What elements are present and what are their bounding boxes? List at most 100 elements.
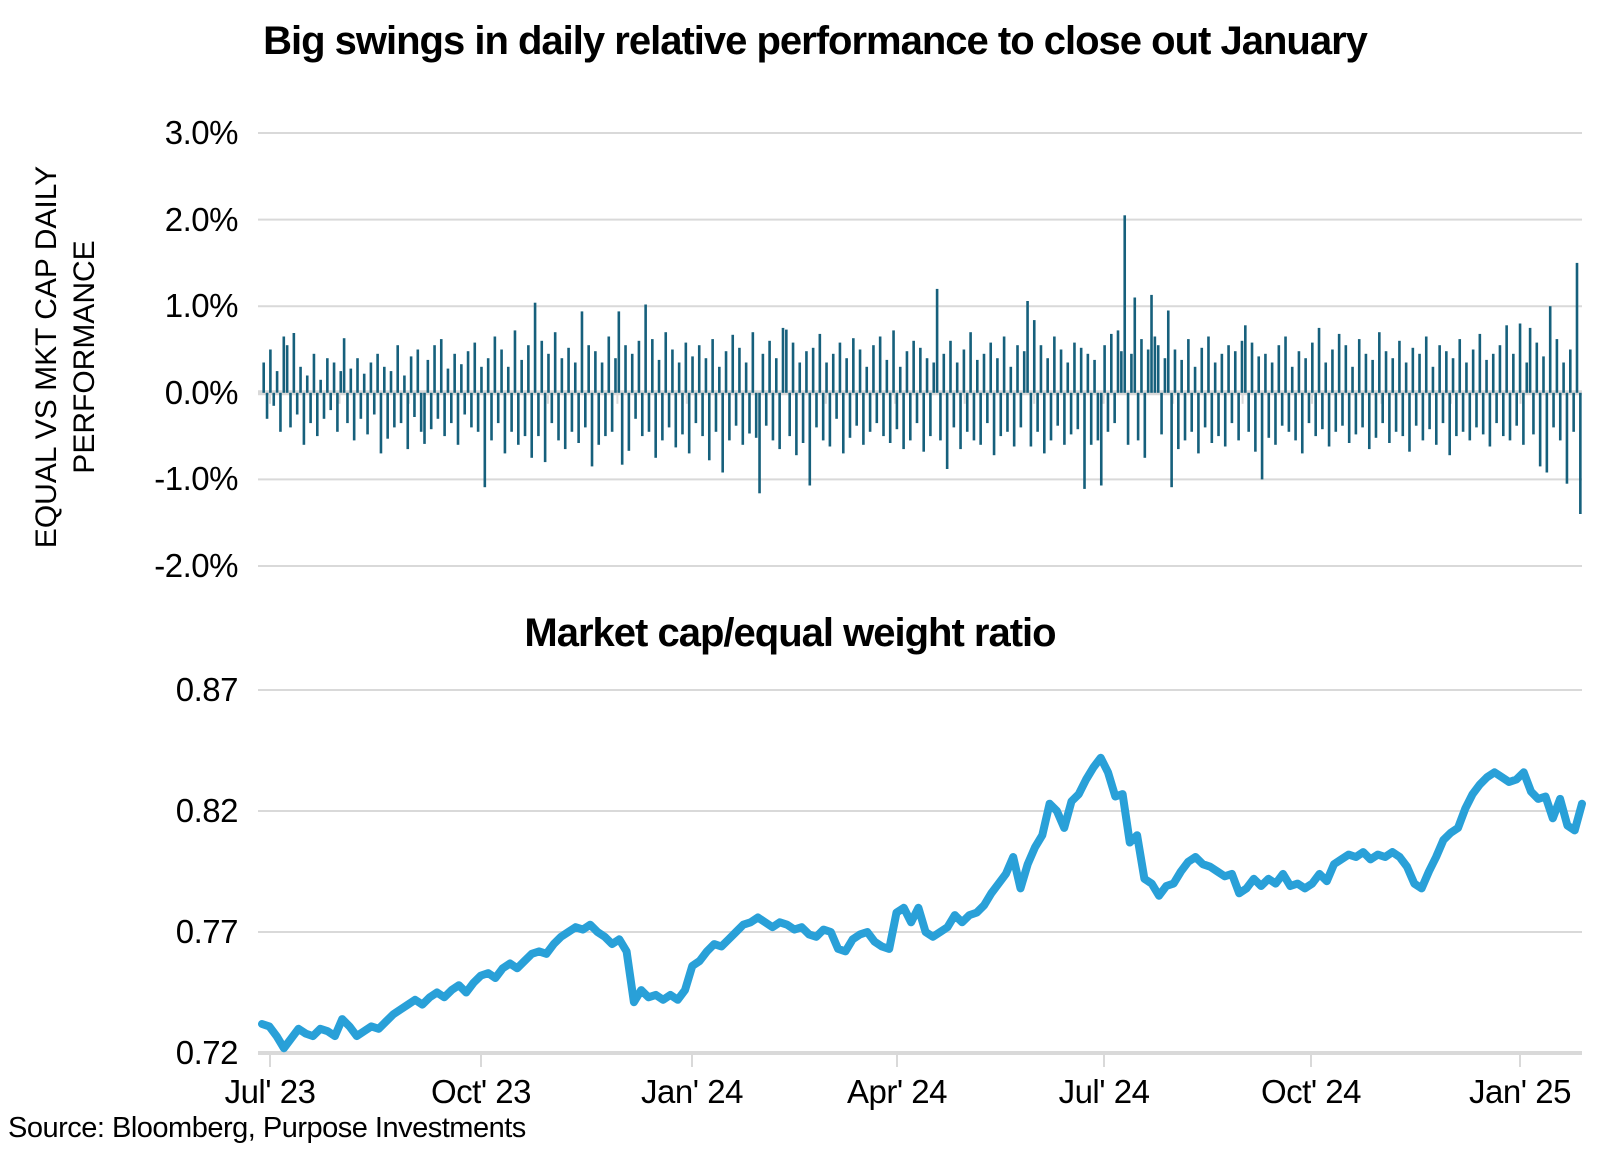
daily-performance-bar — [319, 379, 322, 393]
daily-performance-bar — [1247, 392, 1250, 432]
daily-performance-bar — [1324, 362, 1328, 393]
daily-performance-bar — [1086, 353, 1090, 393]
daily-performance-bar — [1461, 392, 1465, 432]
daily-performance-bar — [1260, 392, 1264, 480]
daily-performance-bar — [1223, 392, 1227, 447]
daily-performance-bar — [1357, 339, 1361, 393]
daily-performance-bar — [1545, 392, 1549, 473]
daily-performance-bar — [1451, 358, 1455, 393]
daily-performance-bar — [523, 392, 527, 437]
daily-performance-bar — [563, 392, 567, 450]
daily-performance-bar — [1314, 392, 1317, 437]
daily-performance-bar — [640, 392, 644, 437]
daily-performance-bar — [409, 356, 413, 393]
daily-performance-bar — [396, 345, 400, 393]
top-y-tick-label: 1.0% — [164, 287, 239, 325]
daily-performance-bar — [1163, 358, 1167, 393]
daily-performance-bar — [1133, 297, 1137, 393]
daily-performance-bar — [604, 392, 607, 437]
daily-performance-bar — [1166, 310, 1170, 393]
daily-performance-bar — [1401, 392, 1405, 437]
daily-performance-bar — [858, 349, 862, 393]
daily-performance-bar — [1542, 356, 1545, 393]
daily-performance-bar — [570, 392, 574, 432]
daily-performance-bar — [1565, 392, 1569, 484]
daily-performance-bar — [728, 392, 731, 441]
daily-performance-bar — [932, 362, 936, 393]
daily-performance-bar — [1277, 345, 1281, 393]
daily-performance-bar — [915, 392, 919, 424]
x-tick-label: Oct' 24 — [1260, 1073, 1362, 1110]
daily-performance-bar — [664, 332, 668, 393]
daily-performance-bar — [1518, 323, 1522, 393]
daily-performance-bar — [758, 392, 761, 494]
daily-performance-bar — [972, 392, 976, 441]
daily-performance-bar — [697, 345, 701, 393]
daily-performance-bar — [922, 392, 925, 452]
daily-performance-bar — [818, 333, 822, 393]
daily-performance-bar — [496, 392, 500, 424]
daily-performance-bar — [996, 358, 999, 393]
daily-performance-bar — [1274, 392, 1277, 445]
daily-performance-bar — [1341, 392, 1344, 426]
daily-performance-bar — [821, 392, 825, 441]
daily-performance-bar — [898, 366, 902, 393]
daily-performance-bar — [909, 392, 912, 441]
daily-performance-bar — [852, 338, 855, 393]
daily-performance-bar — [694, 392, 698, 424]
daily-performance-bar — [1569, 349, 1572, 393]
daily-performance-bar — [1374, 392, 1378, 438]
daily-performance-bar — [1006, 392, 1009, 432]
daily-performance-bar — [902, 392, 905, 450]
daily-performance-bar — [1063, 392, 1066, 445]
daily-performance-bar — [657, 359, 661, 393]
daily-performance-bar — [1099, 392, 1103, 486]
daily-performance-bar — [681, 392, 684, 435]
daily-performance-bar — [764, 392, 768, 426]
daily-performance-bar — [1190, 392, 1194, 432]
daily-performance-bar — [1347, 392, 1351, 443]
daily-performance-bar — [630, 353, 634, 393]
daily-performance-bar — [872, 345, 875, 393]
daily-performance-bar — [332, 362, 336, 393]
daily-performance-bar — [1009, 366, 1013, 393]
daily-performance-bar — [433, 345, 436, 393]
daily-performance-bar — [1120, 351, 1123, 393]
daily-performance-bar — [1113, 392, 1116, 424]
daily-performance-bar — [1525, 362, 1529, 393]
daily-performance-bar — [1290, 366, 1294, 393]
daily-performance-bar — [403, 375, 406, 393]
daily-performance-bar — [1408, 392, 1411, 452]
daily-performance-bar — [865, 366, 869, 393]
daily-performance-bar — [500, 349, 503, 393]
daily-performance-bar — [617, 311, 621, 393]
daily-performance-bar — [1471, 349, 1475, 393]
daily-performance-bar — [279, 392, 282, 432]
daily-performance-bar — [1418, 353, 1421, 393]
x-tick-label: Oct' 23 — [430, 1073, 532, 1110]
daily-performance-bar — [707, 392, 711, 461]
daily-performance-bar — [600, 362, 604, 393]
daily-performance-bar — [383, 366, 386, 393]
daily-performance-bar — [1254, 392, 1257, 452]
daily-performance-bar — [751, 332, 755, 393]
daily-performance-bar — [825, 362, 828, 393]
daily-performance-bar — [855, 392, 858, 426]
top-y-tick-label: 0.0% — [164, 373, 239, 411]
daily-performance-bar — [671, 349, 674, 393]
daily-performance-bar — [1153, 336, 1157, 393]
daily-performance-bar — [1297, 351, 1301, 393]
daily-performance-bar — [684, 342, 688, 393]
daily-performance-bar — [754, 392, 758, 438]
daily-performance-bar — [573, 362, 577, 393]
daily-performance-bar — [1066, 362, 1070, 393]
daily-performance-bar — [768, 340, 771, 393]
daily-performance-bar — [677, 362, 681, 393]
daily-performance-bar — [1304, 358, 1307, 393]
daily-performance-bar — [1491, 353, 1495, 393]
daily-performance-bar — [1455, 392, 1458, 437]
daily-performance-bar — [1143, 392, 1147, 458]
top-y-tick-label: 2.0% — [164, 200, 239, 238]
daily-performance-bar — [1126, 392, 1130, 445]
